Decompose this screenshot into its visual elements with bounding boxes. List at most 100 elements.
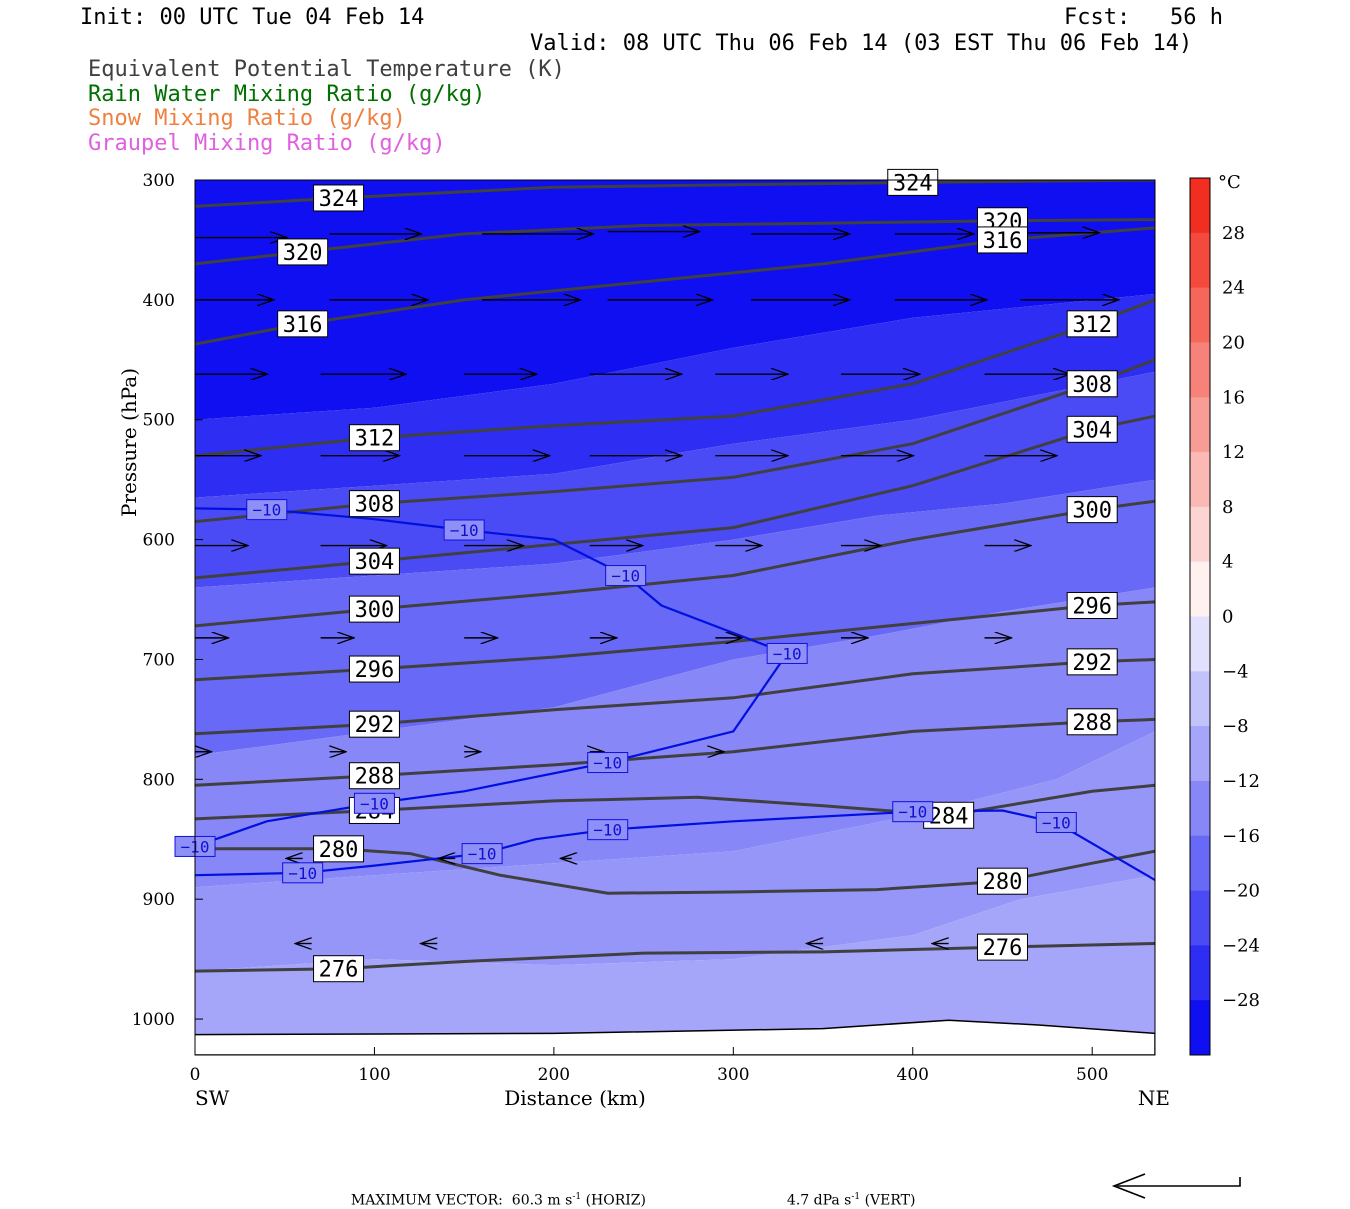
y-tick-label: 700 xyxy=(143,650,175,670)
theta-e-label: 296 xyxy=(355,658,395,683)
forecast-label: Fcst: 56 h xyxy=(1064,5,1223,30)
temperature-label-box xyxy=(766,642,808,664)
y-tick-label: 500 xyxy=(143,411,175,431)
colorbar-tick-label: 28 xyxy=(1222,223,1245,244)
temperature-label: −10 xyxy=(468,845,497,864)
theta-e-label-box xyxy=(1066,370,1118,398)
legend-entry-equivalent-potential-temperature: Equivalent Potential Temperature (K) xyxy=(88,57,565,82)
colorbar-swatch xyxy=(1190,342,1210,398)
temperature-label-box xyxy=(605,565,647,587)
colorbar-swatch xyxy=(1190,890,1210,946)
temperature-label: −10 xyxy=(898,803,927,822)
theta-e-label-box xyxy=(313,184,365,212)
theta-e-label: 324 xyxy=(893,171,933,196)
colorbar-swatch xyxy=(1190,561,1210,617)
max-vector-arrow xyxy=(1111,1173,1241,1199)
theta-e-label: 308 xyxy=(1072,373,1112,398)
colorbar-tick-label: −20 xyxy=(1222,881,1260,902)
theta-e-label: 288 xyxy=(1072,711,1112,736)
temperature-label-box xyxy=(353,792,395,814)
theta-e-label-box xyxy=(887,168,939,196)
colorbar-tick-label: 0 xyxy=(1222,607,1233,628)
colorbar-frame xyxy=(1189,177,1211,1056)
colorbar-swatch xyxy=(1190,506,1210,563)
legend-entry-rain-water: Rain Water Mixing Ratio (g/kg) xyxy=(88,82,486,107)
x-axis-label: Distance (km) xyxy=(504,1086,646,1110)
theta-e-label: 312 xyxy=(1072,313,1112,338)
theta-e-label-box xyxy=(1066,310,1118,338)
x-tick-label: 0 xyxy=(190,1065,201,1085)
theta-e-label-box xyxy=(348,424,400,452)
theta-e-label-box xyxy=(976,226,1028,254)
theta-e-label: 288 xyxy=(355,765,395,790)
colorbar-swatch xyxy=(1190,945,1210,1001)
theta-e-label: 300 xyxy=(1072,499,1112,524)
colorbar-tick-label: −12 xyxy=(1222,771,1260,792)
max-vector-horiz: (HORIZ) xyxy=(585,1192,646,1209)
valid-label: Valid: 08 UTC Thu 06 Feb 14 (03 EST Thu … xyxy=(530,31,1193,56)
colorbar-swatch xyxy=(1190,780,1210,837)
y-tick-label: 400 xyxy=(143,291,175,311)
legend-entry-snow: Snow Mixing Ratio (g/kg) xyxy=(88,106,406,131)
theta-e-label-box xyxy=(277,310,329,338)
max-vertical-label: 4.7 dPa s-1 (VERT) xyxy=(778,1176,916,1209)
temperature-label-box xyxy=(461,843,503,865)
theta-e-label-box xyxy=(348,710,400,738)
theta-e-label: 292 xyxy=(355,713,395,738)
theta-e-label: 276 xyxy=(319,958,359,983)
theta-e-label: 292 xyxy=(1072,651,1112,676)
temperature-label-box xyxy=(892,801,934,823)
colorbar-tick-label: 12 xyxy=(1222,442,1245,463)
theta-e-label-box xyxy=(1066,496,1118,524)
y-tick-label: 300 xyxy=(143,171,175,191)
colorbar-swatch xyxy=(1190,616,1210,672)
temperature-label: −10 xyxy=(611,567,640,586)
theta-e-label-box xyxy=(348,762,400,790)
theta-e-line-284 xyxy=(195,783,1155,821)
temperature-label-box xyxy=(587,752,629,774)
temperature-label-box xyxy=(282,862,324,884)
x-tick-label: 300 xyxy=(717,1065,749,1085)
y-tick-label: 900 xyxy=(143,890,175,910)
plot-area xyxy=(195,180,1155,1055)
theta-e-label-box xyxy=(1066,415,1118,443)
colorbar-unit: °C xyxy=(1218,172,1241,193)
temperature-band-1 xyxy=(195,293,1155,498)
theta-e-label-box xyxy=(348,490,400,518)
theta-e-label: 276 xyxy=(983,936,1023,961)
temperature-shading xyxy=(195,180,1155,1055)
axes: 0 100 200 300 400 500 300 400 500 600 700 800 900 100… xyxy=(117,171,1170,1110)
colorbar-swatch xyxy=(1190,232,1210,289)
colorbar-swatch xyxy=(1190,726,1210,782)
colorbar-tick-label: 20 xyxy=(1222,332,1245,353)
colorbar-tick-label: −16 xyxy=(1222,826,1260,847)
x-tick-label: 100 xyxy=(358,1065,390,1085)
wind-vectors xyxy=(195,232,1118,944)
y-axis-label: Pressure (hPa) xyxy=(117,368,141,517)
temperature-label: −10 xyxy=(450,521,479,540)
temperature-label: −10 xyxy=(1042,813,1071,832)
colorbar-swatch xyxy=(1190,671,1210,727)
temperature-label: −10 xyxy=(288,864,317,883)
theta-e-label: 312 xyxy=(355,427,395,452)
init-label: Init: 00 UTC Tue 04 Feb 14 xyxy=(80,5,425,30)
colorbar-tick-label: 8 xyxy=(1222,497,1233,518)
terrain xyxy=(195,1019,1155,1055)
legend-entry-graupel: Graupel Mixing Ratio (g/kg) xyxy=(88,131,446,156)
max-vector-label: MAXIMUM VECTOR: 60.3 m s-1 (HORIZ) xyxy=(342,1176,646,1209)
colorbar-tick-label: −4 xyxy=(1222,661,1249,682)
theta-e-label-box xyxy=(348,547,400,575)
theta-e-label: 280 xyxy=(983,870,1023,895)
theta-e-label: 316 xyxy=(283,313,323,338)
x-tick-label: 500 xyxy=(1076,1065,1108,1085)
theta-e-label: 300 xyxy=(355,598,395,623)
theta-e-label: 316 xyxy=(983,229,1023,254)
theta-e-label: 280 xyxy=(319,838,359,863)
theta-e-label: 308 xyxy=(355,493,395,518)
colorbar-tick-label: 24 xyxy=(1222,278,1245,299)
theta-e-label-box xyxy=(277,238,329,266)
theta-e-label-box xyxy=(976,933,1028,961)
theta-e-label: 296 xyxy=(1072,595,1112,620)
colorbar-swatch xyxy=(1190,287,1210,343)
theta-e-label-box xyxy=(1066,708,1118,736)
